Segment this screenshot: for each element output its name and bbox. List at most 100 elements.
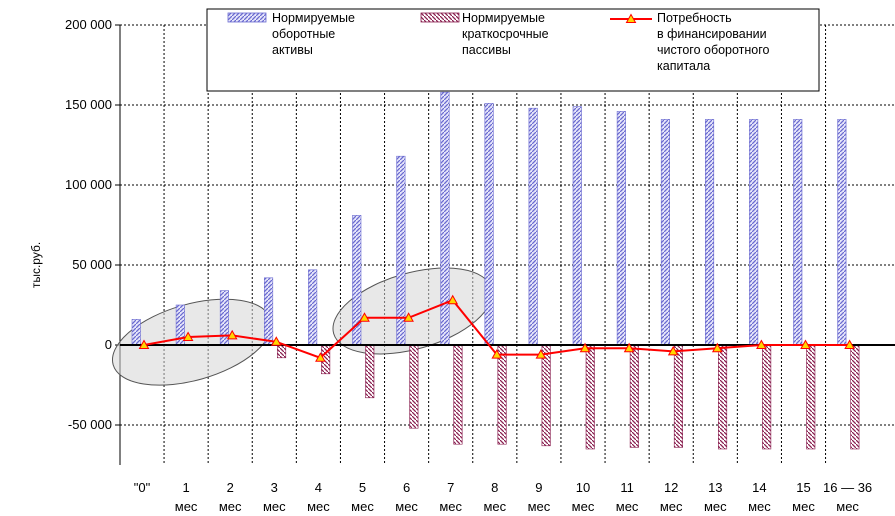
bar-liabilities [717,344,728,450]
x-tick-label: 5 [359,480,366,495]
bar-assets [660,119,671,346]
x-tick-label: 15 [796,480,810,495]
need-marker [226,329,238,340]
highlight-ellipses [111,267,493,386]
need-marker [756,339,767,349]
bar-assets [484,103,494,346]
need-marker [579,342,591,353]
x-tick-label: "0" [134,480,151,495]
x-tick-label: 11 [620,480,634,495]
line-series [138,294,855,362]
bar-liabilities [541,344,551,447]
y-axis: -50 000 0 50 000 100 000 150 000 200 000 [65,17,121,465]
legend-label: пассивы [462,43,511,57]
bar-assets [704,119,715,346]
bar-liabilities [276,344,287,359]
bar-assets [263,277,274,346]
bar-liabilities [585,344,595,450]
x-tick-label: 6 [403,480,410,495]
bar-assets [528,107,538,346]
x-tick-label: 1 [182,480,189,495]
legend-label: чистого оборотного [657,43,770,57]
x-tick-label: 2 [227,480,234,495]
x-tick-label: 9 [535,480,542,495]
need-marker [403,312,414,322]
x-tick-label: 10 [576,480,590,495]
legend-marker-key [625,13,637,23]
x-tick-label-unit: мес [219,499,242,514]
x-tick-label: 8 [491,480,498,495]
x-tick-label: 13 [708,480,722,495]
legend-label: Нормируемые [272,11,355,25]
bar-assets [396,155,406,346]
legend-label: в финансировании [657,27,767,41]
bar-liabilities [365,344,375,399]
legend: Нормируемые оборотные активы Нормируемые кра… [206,8,820,92]
y-tick-label: 150 000 [65,97,112,112]
x-tick-label-unit: мес [483,499,506,514]
y-tick-label: -50 000 [68,417,112,432]
need-marker [491,349,503,359]
bar-assets [572,106,582,346]
x-tick-label-unit: мес [351,499,374,514]
x-tick-label-unit: мес [660,499,683,514]
bar-liabilities [762,344,772,450]
bar-assets [131,319,141,346]
legend-label: оборотные [272,27,335,41]
need-marker [315,352,326,362]
x-tick-label-unit: мес [836,499,859,514]
legend-swatch [420,12,460,23]
need-marker [447,294,459,305]
legend-label: активы [272,43,313,57]
x-tick-label-unit: мес [572,499,595,514]
x-tick-label-unit: мес [792,499,815,514]
legend-swatch [227,12,267,23]
need-marker [535,349,547,359]
legend-label: Нормируемые [462,11,545,25]
grid-lines [120,24,895,465]
y-tick-label: 0 [105,337,112,352]
x-axis: "0" 1 мес 2 мес 3 мес 4 мес 5 мес 6 мес 7 мес 8 мес 9 мес 1… [134,480,872,514]
x-tick-label-unit: мес [748,499,771,514]
x-tick-label-unit: мес [528,499,551,514]
bar-assets [793,119,803,346]
bar-liabilities [497,344,507,445]
need-marker [844,339,855,349]
bar-assets [749,119,759,346]
x-tick-label: 4 [315,480,322,495]
y-tick-label: 50 000 [72,257,112,272]
legend-box [206,8,820,92]
need-marker [800,339,811,349]
x-tick-label-unit: мес [704,499,727,514]
x-tick-label-unit: мес [263,499,286,514]
x-tick-label-unit: мес [439,499,462,514]
legend-label: капитала [657,59,710,73]
y-tick-label: 200 000 [65,17,112,32]
bar-assets [308,269,318,346]
bar-assets [219,290,229,346]
need-marker [711,342,723,353]
x-tick-label: 14 [752,480,766,495]
x-tick-label-unit: мес [175,499,198,514]
bar-assets [616,111,626,346]
legend-label: Потребность [657,11,732,25]
need-marker [623,342,635,353]
bar-liabilities [806,344,816,450]
bar-liabilities [453,344,463,445]
bar-liabilities [629,344,639,448]
y-tick-label: 100 000 [65,177,112,192]
need-marker [667,345,679,356]
bar-liabilities [409,344,419,429]
y-axis-label: тыс.руб. [29,242,43,288]
bar-liabilities [673,344,684,448]
x-tick-label-unit: мес [307,499,330,514]
bars [131,91,860,450]
bar-assets [440,91,450,346]
x-tick-label: 3 [271,480,278,495]
x-tick-label-unit: мес [616,499,639,514]
x-tick-label: 12 [664,480,678,495]
x-tick-label-unit: мес [395,499,418,514]
need-marker [138,339,150,349]
need-marker [182,331,194,341]
